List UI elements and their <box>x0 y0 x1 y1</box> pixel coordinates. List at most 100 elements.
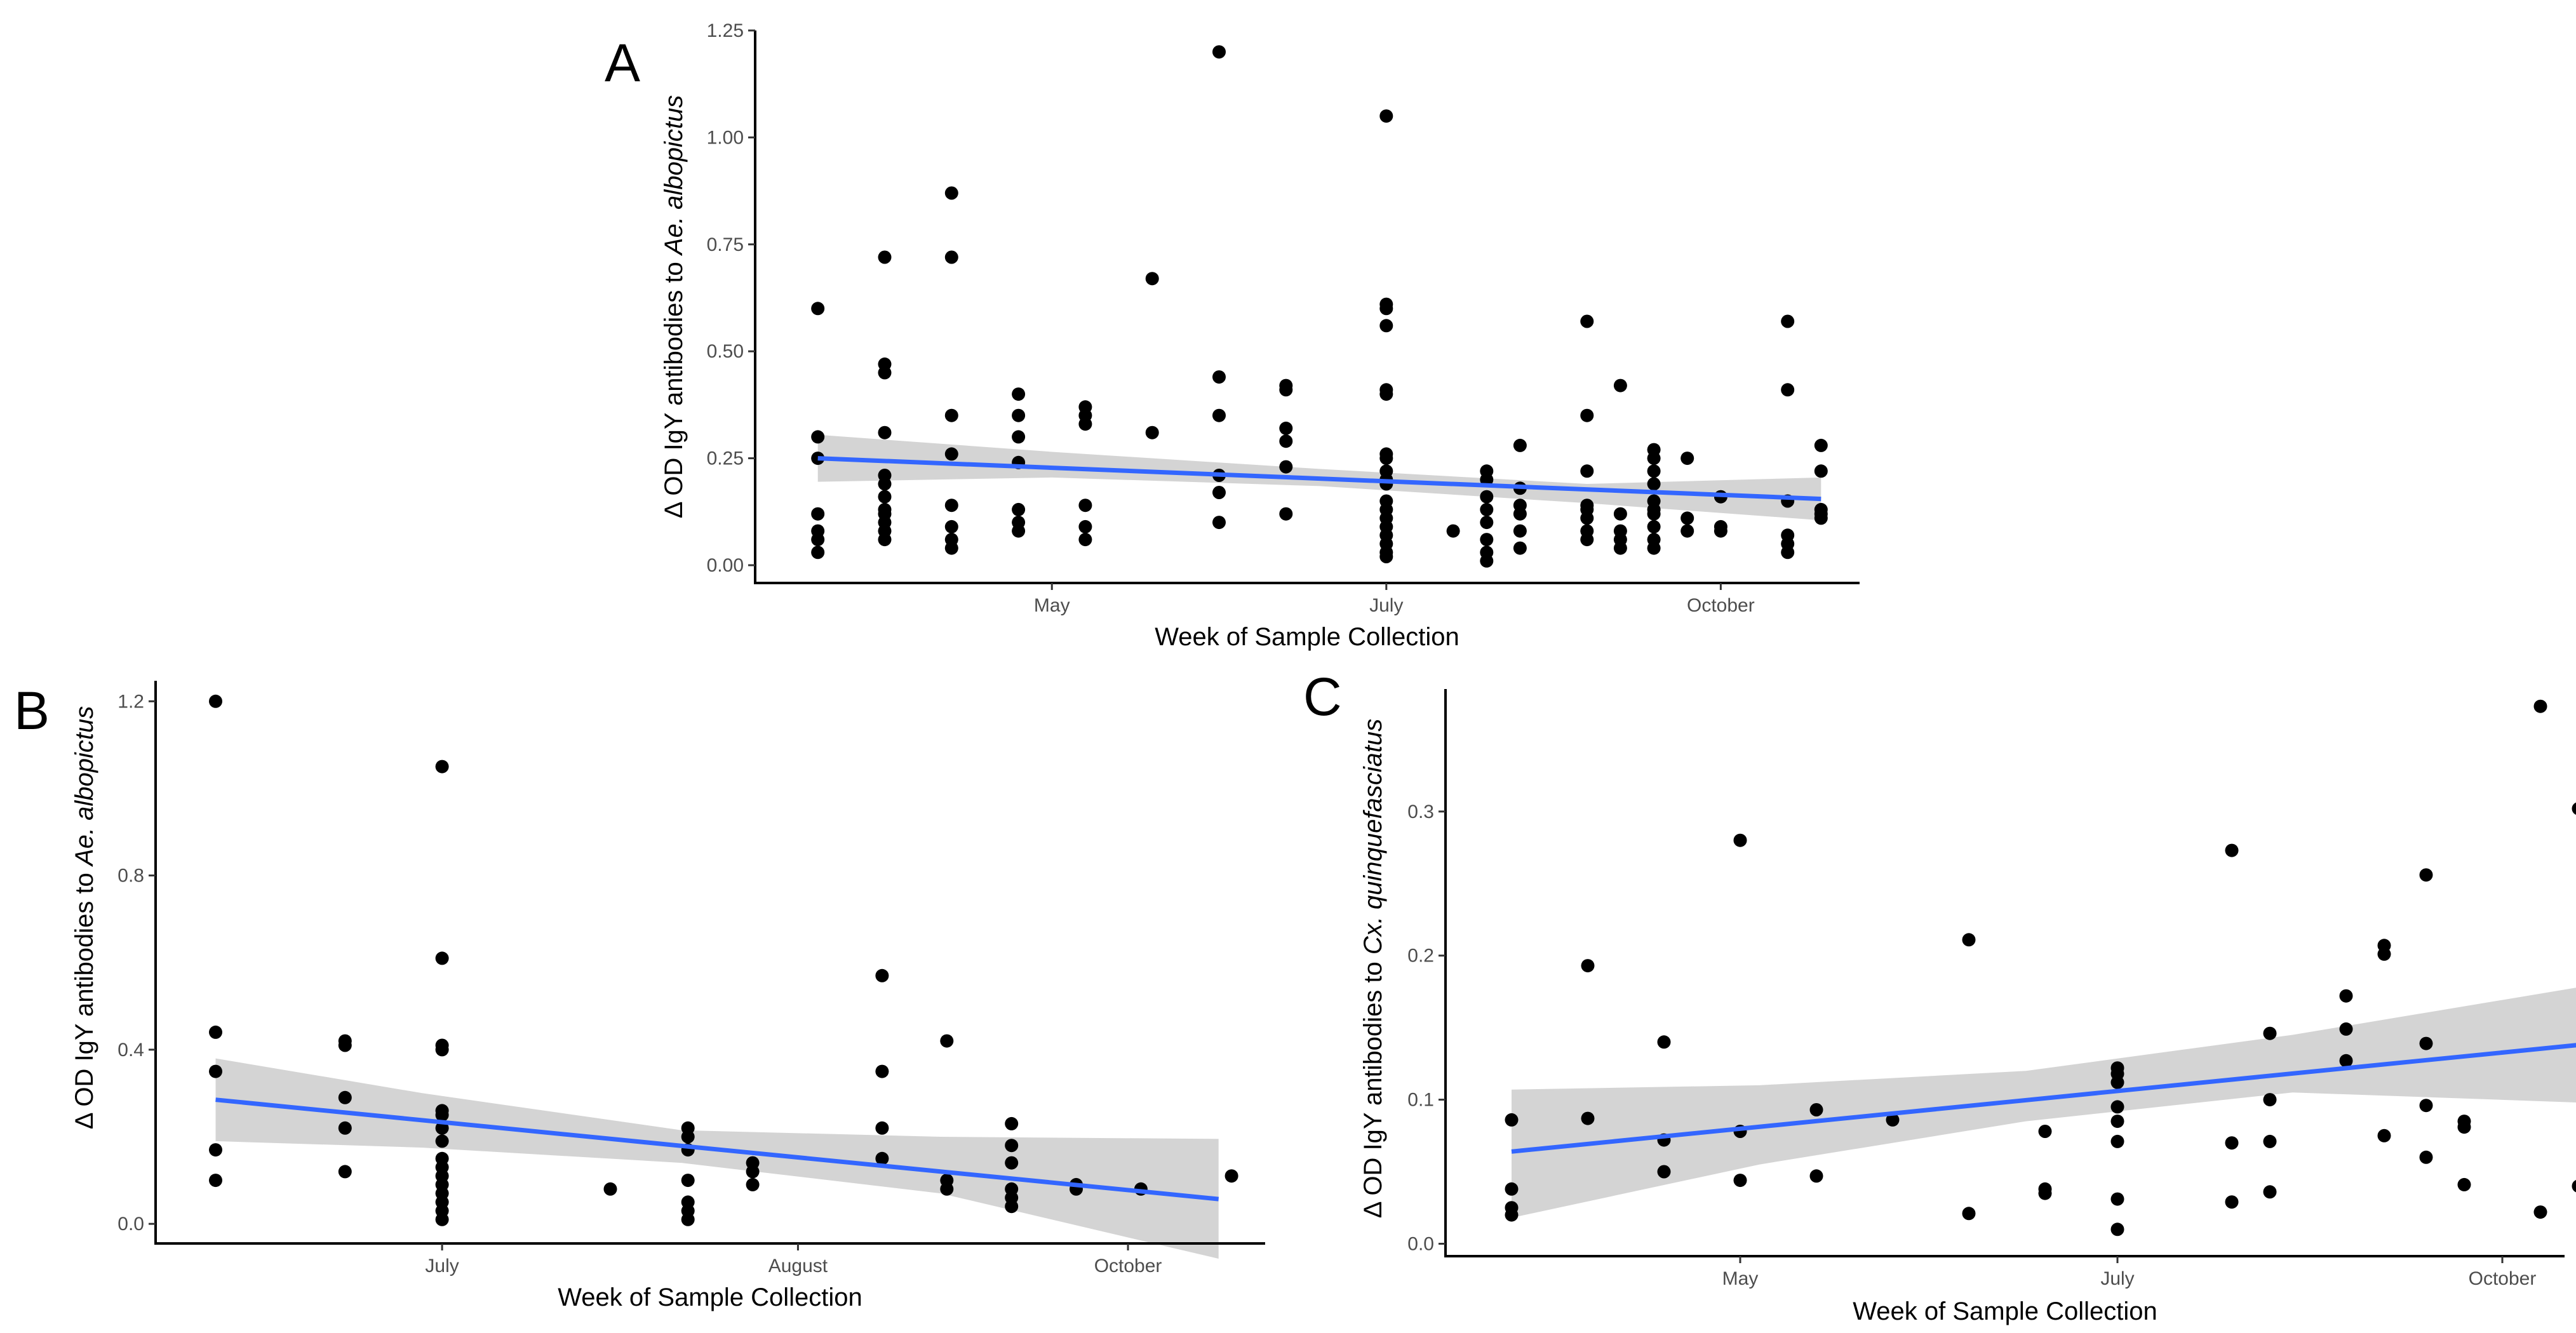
data-point <box>2225 1136 2239 1150</box>
data-point <box>1279 460 1293 474</box>
data-point <box>209 1064 222 1078</box>
data-point <box>1379 387 1393 401</box>
data-point <box>1647 519 1661 533</box>
x-ticks: May July October <box>1034 583 1755 616</box>
data-point <box>1613 541 1627 555</box>
data-point <box>1012 408 1026 422</box>
data-point <box>1613 507 1627 521</box>
data-point <box>811 507 825 521</box>
data-point <box>2110 1192 2124 1206</box>
y-ticks: 0.0 0.4 0.8 1.2 <box>117 691 156 1235</box>
data-point <box>2339 1022 2353 1036</box>
data-point <box>1279 507 1293 521</box>
panel-c: C 0.0 0.1 0.2 0.3 May July October Week of Sa… <box>1303 667 2576 1325</box>
y-tick-label: 1.00 <box>707 127 744 148</box>
data-point <box>2419 1099 2433 1113</box>
data-point <box>1279 383 1293 397</box>
x-axis-title: Week of Sample Collection <box>1155 623 1459 651</box>
data-point <box>944 447 958 461</box>
data-point <box>1480 502 1494 516</box>
data-point <box>435 951 449 965</box>
data-point <box>209 694 222 708</box>
data-point <box>1809 1169 1823 1183</box>
data-point <box>1781 314 1795 328</box>
data-point <box>944 408 958 422</box>
data-point <box>875 1121 889 1135</box>
data-point <box>2533 699 2547 713</box>
panel-b: B 0.0 0.4 0.8 1.2 July August October Week of… <box>14 681 1265 1311</box>
data-point <box>940 1034 954 1048</box>
data-point <box>435 760 449 774</box>
data-point <box>1657 1035 1671 1049</box>
data-point <box>209 1025 222 1039</box>
data-point <box>811 533 825 547</box>
x-tick-label: May <box>1722 1268 1759 1289</box>
data-point <box>1580 464 1594 478</box>
data-points <box>1505 699 2576 1236</box>
data-point <box>1580 314 1594 328</box>
x-ticks: May July October <box>1722 1256 2536 1289</box>
y-ticks: 0.00 0.25 0.50 0.75 1.00 1.25 <box>707 20 755 576</box>
data-point <box>603 1182 617 1196</box>
y-tick-label: 0.25 <box>707 448 744 469</box>
data-point <box>1581 1111 1595 1125</box>
data-point <box>2110 1115 2124 1129</box>
data-point <box>209 1174 222 1188</box>
data-point <box>1580 511 1594 525</box>
data-point <box>1886 1113 1900 1127</box>
data-point <box>811 302 825 316</box>
y-tick-label: 1.25 <box>707 20 744 41</box>
data-point <box>1580 408 1594 422</box>
data-point <box>2419 868 2433 882</box>
data-point <box>1962 1207 1976 1221</box>
data-point <box>1513 524 1527 538</box>
data-point <box>878 477 892 491</box>
data-point <box>1145 425 1159 439</box>
y-axis-title-prefix: Δ OD IgY antibodies to <box>70 866 98 1129</box>
data-point <box>878 425 892 439</box>
data-point <box>2038 1125 2052 1138</box>
data-point <box>338 1121 352 1135</box>
x-tick-label: May <box>1034 595 1070 616</box>
data-points <box>811 45 1828 568</box>
x-tick-label: July <box>2100 1268 2134 1289</box>
data-point <box>1505 1113 1519 1127</box>
x-ticks: July August October <box>425 1243 1162 1276</box>
data-point <box>1212 486 1226 499</box>
data-point <box>1680 511 1694 525</box>
data-point <box>811 546 825 559</box>
data-point <box>1279 434 1293 448</box>
data-point <box>1513 507 1527 521</box>
data-point <box>944 499 958 512</box>
x-axis-title: Week of Sample Collection <box>1853 1297 2157 1325</box>
data-point <box>1012 524 1026 538</box>
data-point <box>811 430 825 444</box>
data-point <box>1446 524 1460 538</box>
data-point <box>1480 472 1494 486</box>
data-point <box>435 1212 449 1226</box>
data-point <box>2263 1093 2277 1107</box>
data-point <box>878 250 892 264</box>
data-point <box>2572 802 2576 815</box>
data-point <box>435 1134 449 1148</box>
y-axis-title: Δ OD IgY antibodies to Ae. albopictus <box>70 706 98 1129</box>
data-point <box>209 1143 222 1157</box>
data-point <box>1078 519 1092 533</box>
data-point <box>944 541 958 555</box>
data-point <box>1005 1156 1019 1170</box>
data-point <box>2419 1036 2433 1050</box>
data-point <box>1814 438 1828 452</box>
y-tick-label: 1.2 <box>117 691 144 712</box>
data-point <box>1680 524 1694 538</box>
data-point <box>878 366 892 380</box>
confidence-band <box>1512 988 2576 1218</box>
data-point <box>1513 438 1527 452</box>
y-tick-label: 0.4 <box>117 1040 144 1061</box>
data-point <box>2263 1134 2277 1148</box>
panel-a: A 0.00 0.25 0.50 0.75 1.00 1.25 May July Octobe… <box>605 20 1860 651</box>
data-point <box>1005 1200 1019 1214</box>
data-point <box>1647 464 1661 478</box>
data-point <box>1212 408 1226 422</box>
data-point <box>1513 541 1527 555</box>
data-point <box>1505 1208 1519 1222</box>
